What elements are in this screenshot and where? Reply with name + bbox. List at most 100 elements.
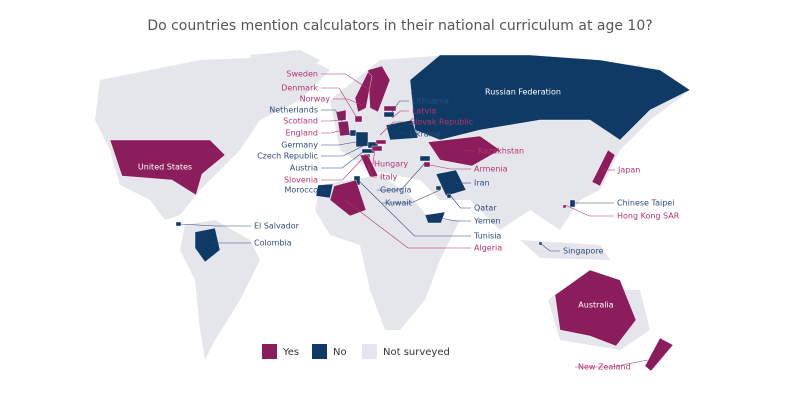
- country-label: Lithuania: [412, 97, 449, 106]
- leader-line: [357, 179, 471, 237]
- leader-lines: [179, 73, 649, 368]
- country-shape: [644, 337, 674, 372]
- country-shape: [427, 135, 501, 167]
- country-label: Armenia: [474, 165, 508, 174]
- legend-label: Yes: [282, 347, 299, 358]
- country-shape: [367, 65, 391, 113]
- leader-line: [391, 110, 409, 119]
- country-shape: [361, 148, 375, 154]
- north-america: [95, 55, 330, 220]
- country-label: Yemen: [473, 217, 501, 226]
- leader-line: [321, 141, 357, 146]
- country-label: England: [286, 129, 318, 138]
- greenland: [250, 50, 320, 95]
- country-label: Denmark: [281, 84, 318, 93]
- country-shape: [337, 120, 351, 137]
- country-label: Czech Republic: [257, 152, 318, 161]
- country-label: Norway: [300, 95, 331, 104]
- country-shape: [383, 111, 395, 118]
- leader-line: [321, 129, 343, 134]
- country-label: United States: [138, 163, 192, 172]
- legend-swatch: [362, 344, 377, 359]
- leader-line: [367, 164, 377, 178]
- leader-line: [464, 149, 475, 152]
- country-label: Italy: [380, 173, 398, 182]
- country-label: New Zealand: [578, 363, 631, 372]
- leader-line: [564, 204, 614, 217]
- legend-swatch: [312, 344, 327, 359]
- country-shape: [554, 269, 637, 347]
- leader-line: [344, 199, 471, 249]
- country-shape: [435, 169, 467, 197]
- country-shape: [175, 221, 182, 227]
- leader-line: [429, 164, 471, 170]
- country-label: Ukraine: [410, 130, 441, 139]
- country-label: Japan: [617, 166, 640, 175]
- country-shape: [409, 54, 691, 141]
- country-label: Morocco: [285, 186, 319, 195]
- leader-line: [377, 162, 426, 191]
- country-shape: [569, 199, 576, 208]
- country-shape: [349, 129, 357, 137]
- country-label: Slovak Republic: [410, 118, 473, 127]
- country-label: Germany: [281, 141, 318, 150]
- leader-line: [333, 98, 363, 106]
- country-shape: [354, 71, 373, 113]
- country-label: Hungary: [374, 160, 408, 169]
- leader-line: [539, 242, 560, 252]
- leader-line: [575, 359, 649, 368]
- country-shape: [375, 139, 387, 145]
- leader-line: [321, 151, 364, 169]
- country-shape: [315, 183, 334, 199]
- country-shape: [385, 119, 419, 141]
- leader-line: [321, 87, 358, 119]
- country-shape: [329, 179, 367, 217]
- country-label: Latvia: [412, 107, 436, 116]
- leader-line: [382, 189, 441, 204]
- country-label: El Salvador: [254, 222, 300, 231]
- leader-line: [389, 100, 409, 116]
- leader-line: [321, 144, 366, 157]
- country-shape: [446, 193, 452, 199]
- country-labels: Sweden Denmark Norway Netherlands Scotland En…: [138, 70, 680, 372]
- leader-line: [321, 109, 351, 136]
- leader-line: [179, 223, 251, 227]
- country-label: Netherlands: [269, 106, 318, 115]
- leader-line: [321, 73, 371, 91]
- country-label: Slovenia: [284, 176, 318, 185]
- country-shape: [355, 131, 369, 148]
- country-label: Australia: [578, 301, 613, 310]
- country-label: Sweden: [286, 70, 318, 79]
- leader-line: [439, 217, 471, 222]
- country-shape: [335, 109, 347, 122]
- leader-line: [321, 119, 341, 122]
- country-label: Algeria: [474, 244, 502, 253]
- country-shape: [419, 155, 431, 162]
- country-shape: [371, 145, 383, 152]
- country-label: Colombia: [254, 239, 292, 248]
- country-label: Tunisia: [473, 232, 501, 241]
- country-shape: [423, 161, 431, 168]
- leader-line: [449, 194, 471, 209]
- country-shape: [591, 149, 616, 187]
- country-shape: [109, 139, 226, 196]
- country-shapes: [109, 54, 691, 372]
- country-label: Chinese Taipei: [617, 199, 674, 208]
- legend: Yes No Not surveyed: [262, 344, 450, 359]
- leader-line: [321, 156, 365, 181]
- country-shape: [359, 154, 379, 178]
- country-label: Kuwait: [385, 199, 412, 208]
- leader-line: [399, 131, 407, 135]
- leader-line: [379, 121, 407, 136]
- country-label: Georgia: [380, 186, 411, 195]
- country-label: Kazakhstan: [478, 147, 524, 156]
- country-label: Scotland: [283, 117, 318, 126]
- country-label: Singapore: [563, 247, 603, 256]
- country-shape: [194, 227, 221, 263]
- legend-label: No: [333, 347, 347, 358]
- legend-label: Not surveyed: [383, 347, 450, 358]
- country-label: Hong Kong SAR: [617, 212, 680, 221]
- map-title: Do countries mention calculators in thei…: [147, 18, 652, 34]
- legend-swatch: [262, 344, 277, 359]
